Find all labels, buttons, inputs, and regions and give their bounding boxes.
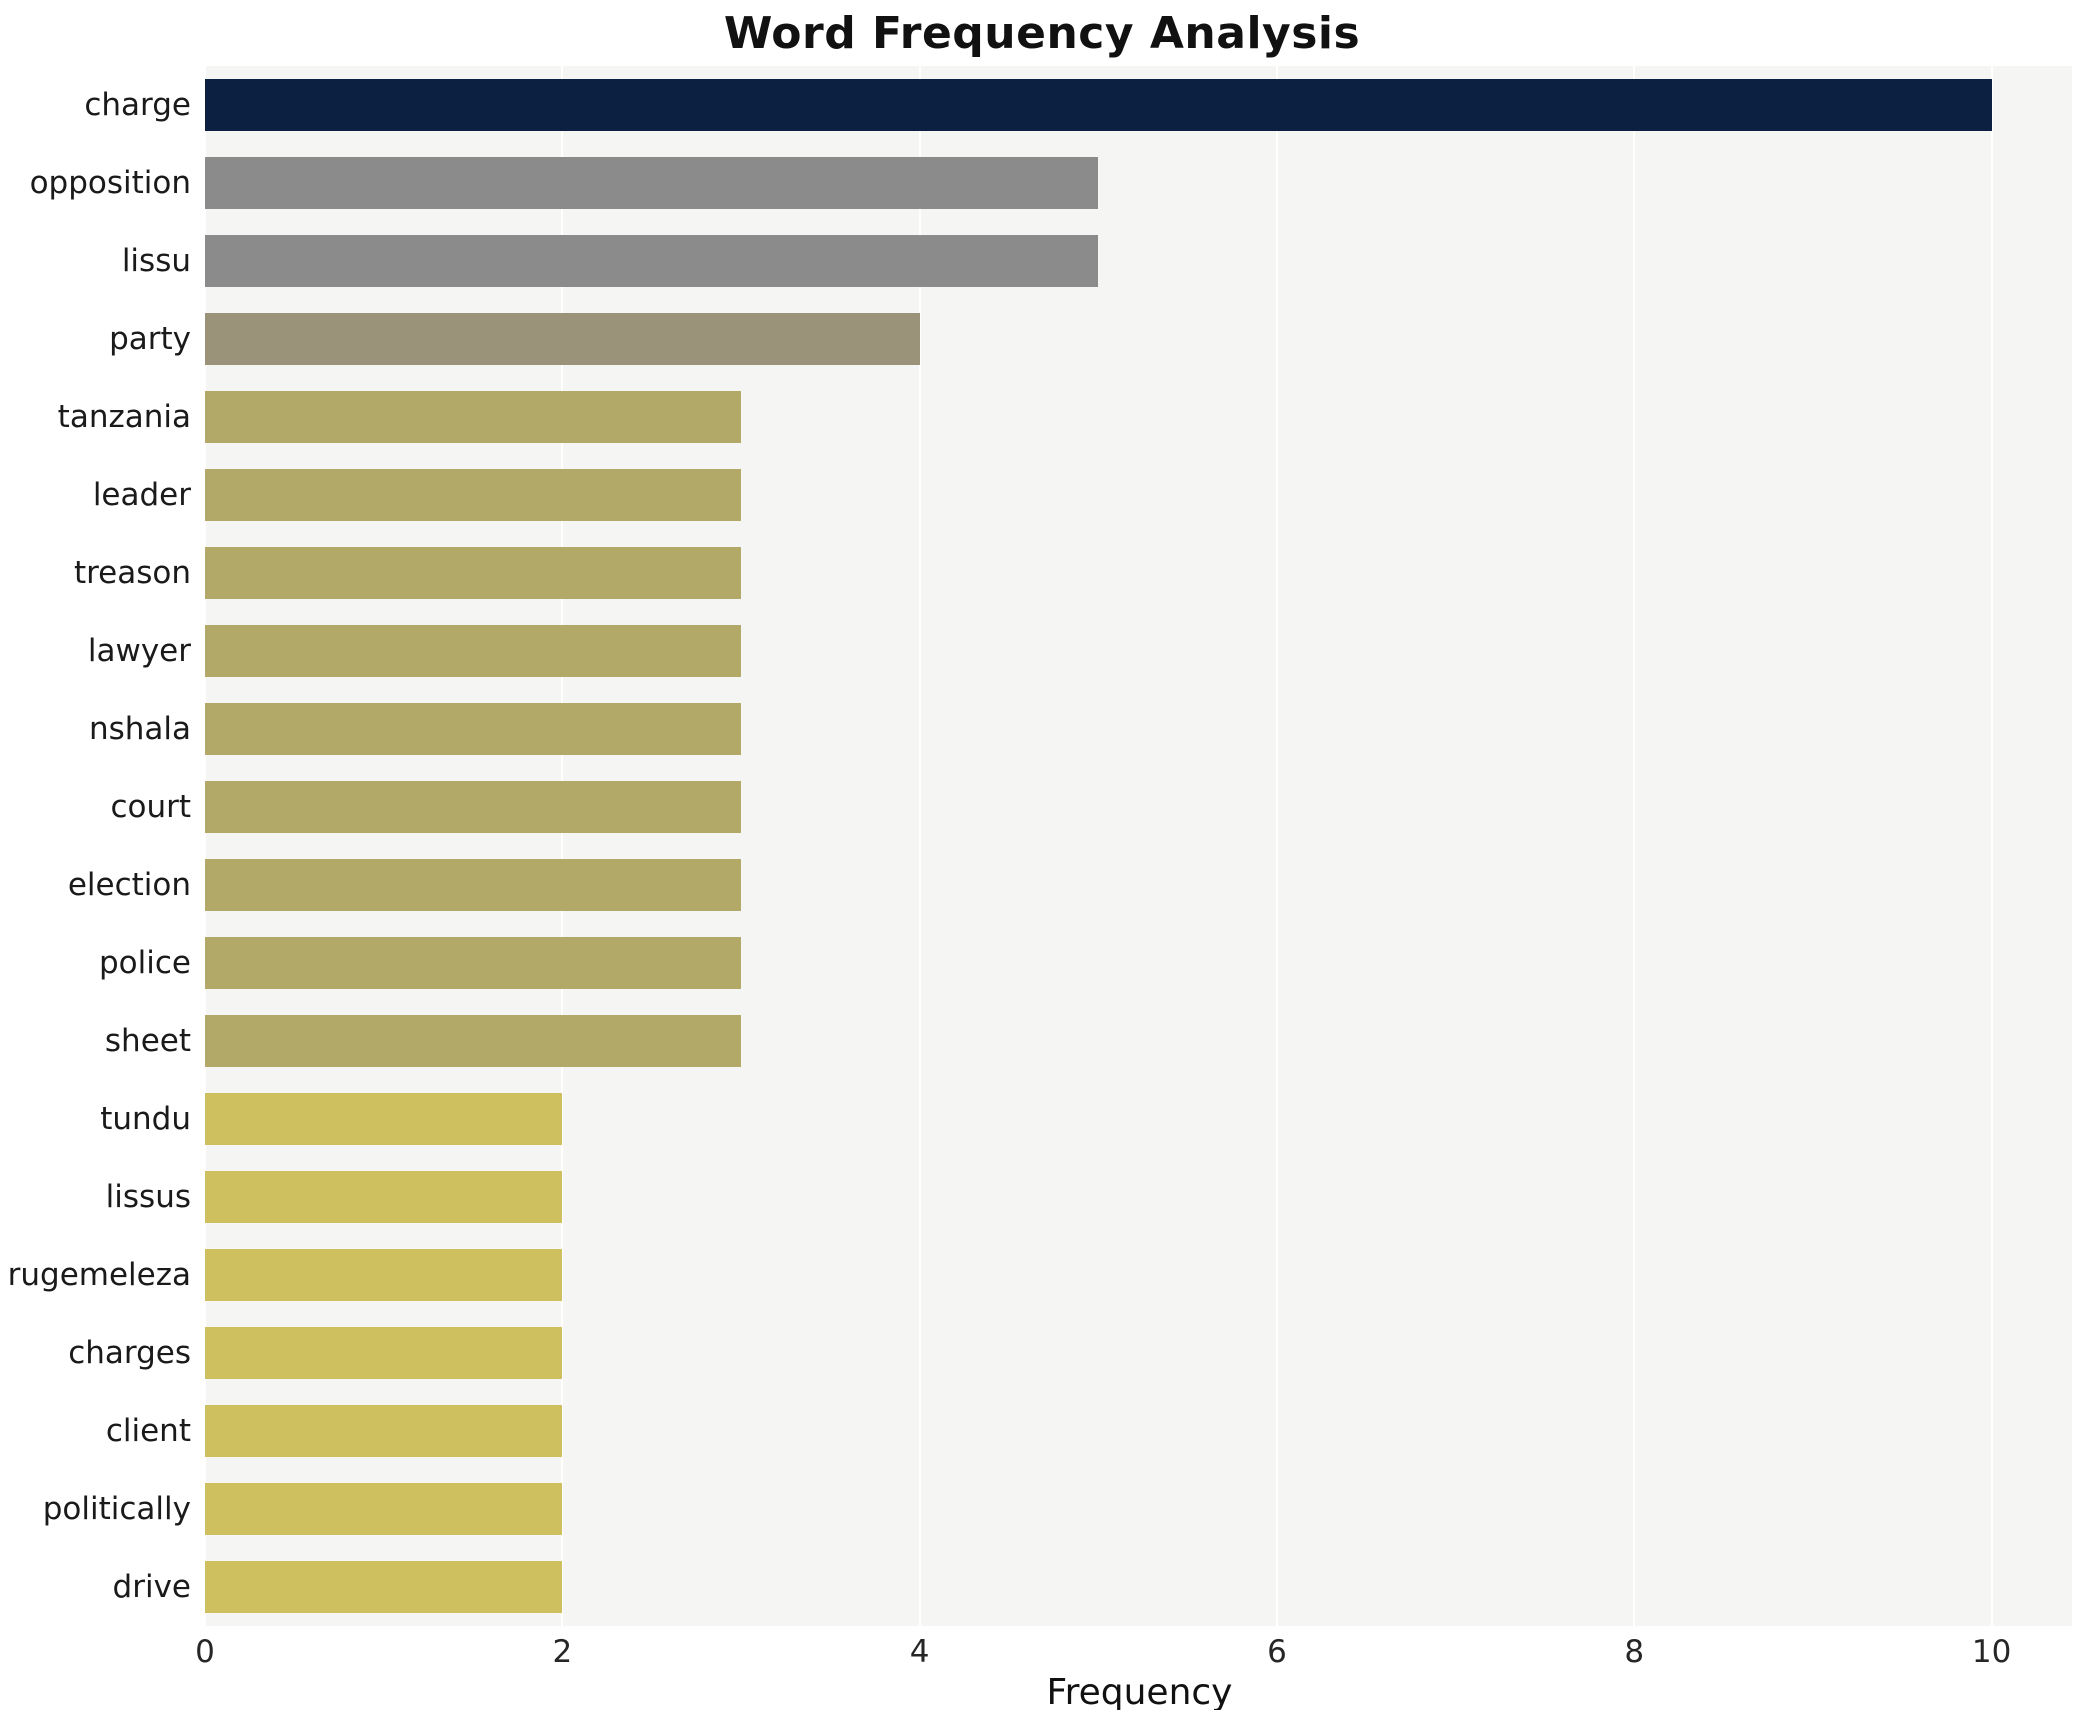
bar: [205, 703, 741, 755]
bar-row: [205, 300, 2072, 378]
category-label: politically: [42, 1491, 191, 1527]
bar-row: [205, 612, 2072, 690]
bar: [205, 1561, 563, 1613]
category-label: court: [110, 789, 191, 825]
bar: [205, 1483, 563, 1535]
bar: [205, 625, 741, 677]
bar-row: [205, 846, 2072, 924]
bar-row: [205, 534, 2072, 612]
gridline: [1275, 66, 1278, 1626]
bar: [205, 1249, 563, 1301]
x-tick-label: 2: [552, 1634, 573, 1670]
x-axis-ticks: 0 2 4 6 8 10: [195, 1626, 2072, 1672]
x-axis-title: Frequency: [0, 1672, 2084, 1710]
x-tick-label: 4: [909, 1634, 930, 1670]
plot-area: [204, 66, 2072, 1626]
bar-row: [205, 222, 2072, 300]
y-axis-labels: charge opposition lissu party tanzania leader…: [0, 66, 205, 1626]
bar-row: [205, 924, 2072, 1002]
category-label: drive: [112, 1569, 191, 1605]
x-axis-title-text: Frequency: [1046, 1672, 1233, 1710]
x-tick-label: 10: [1971, 1634, 2012, 1670]
category-label: leader: [92, 477, 191, 513]
x-tick-label: 8: [1624, 1634, 1645, 1670]
bar: [205, 313, 920, 365]
bar: [205, 235, 1099, 287]
bar: [205, 469, 741, 521]
category-label: party: [109, 321, 191, 357]
x-tick-label: 6: [1267, 1634, 1287, 1670]
bar: [205, 1093, 563, 1145]
gridline: [918, 66, 921, 1626]
category-label: rugemeleza: [7, 1257, 191, 1293]
category-label: tundu: [100, 1101, 191, 1137]
bar-row: [205, 1158, 2072, 1236]
bar-row: [205, 1080, 2072, 1158]
bar: [205, 781, 741, 833]
category-label: lissu: [121, 243, 191, 279]
bar-row: [205, 1314, 2072, 1392]
bar-row: [205, 66, 2072, 144]
bars-container: [205, 66, 2072, 1626]
category-label: opposition: [29, 165, 191, 201]
bar: [205, 547, 741, 599]
bar-row: [205, 768, 2072, 846]
bar: [205, 1327, 563, 1379]
bar-row: [205, 1002, 2072, 1080]
bar: [205, 391, 741, 443]
bar-row: [205, 456, 2072, 534]
bar-row: [205, 1392, 2072, 1470]
category-label: treason: [73, 555, 191, 591]
category-label: police: [99, 945, 191, 981]
bar: [205, 157, 1099, 209]
bar-row: [205, 378, 2072, 456]
category-label: nshala: [88, 711, 191, 747]
bar-row: [205, 144, 2072, 222]
chart-body: charge opposition lissu party tanzania leader…: [0, 66, 2084, 1626]
bar-row: [205, 1236, 2072, 1314]
bar: [205, 1171, 563, 1223]
category-label: tanzania: [57, 399, 191, 435]
gridline: [204, 66, 206, 1626]
gridline: [1633, 66, 1636, 1626]
category-label: lawyer: [87, 633, 191, 669]
gridline: [1990, 66, 1993, 1626]
category-label: client: [105, 1413, 191, 1449]
category-label: charges: [68, 1335, 191, 1371]
bar: [205, 1015, 741, 1067]
x-tick-label: 0: [195, 1634, 215, 1670]
bar-row: [205, 690, 2072, 768]
bar-row: [205, 1470, 2072, 1548]
bar: [205, 859, 741, 911]
bar: [205, 1405, 563, 1457]
bar: [205, 937, 741, 989]
category-label: election: [67, 867, 191, 903]
bar: [205, 79, 1992, 131]
x-axis: 0 2 4 6 8 10: [0, 1626, 2072, 1672]
category-label: charge: [84, 87, 191, 123]
chart-title: Word Frequency Analysis: [723, 7, 1361, 59]
bar-row: [205, 1548, 2072, 1626]
gridline: [561, 66, 564, 1626]
category-label: sheet: [104, 1023, 191, 1059]
category-label: lissus: [105, 1179, 191, 1215]
